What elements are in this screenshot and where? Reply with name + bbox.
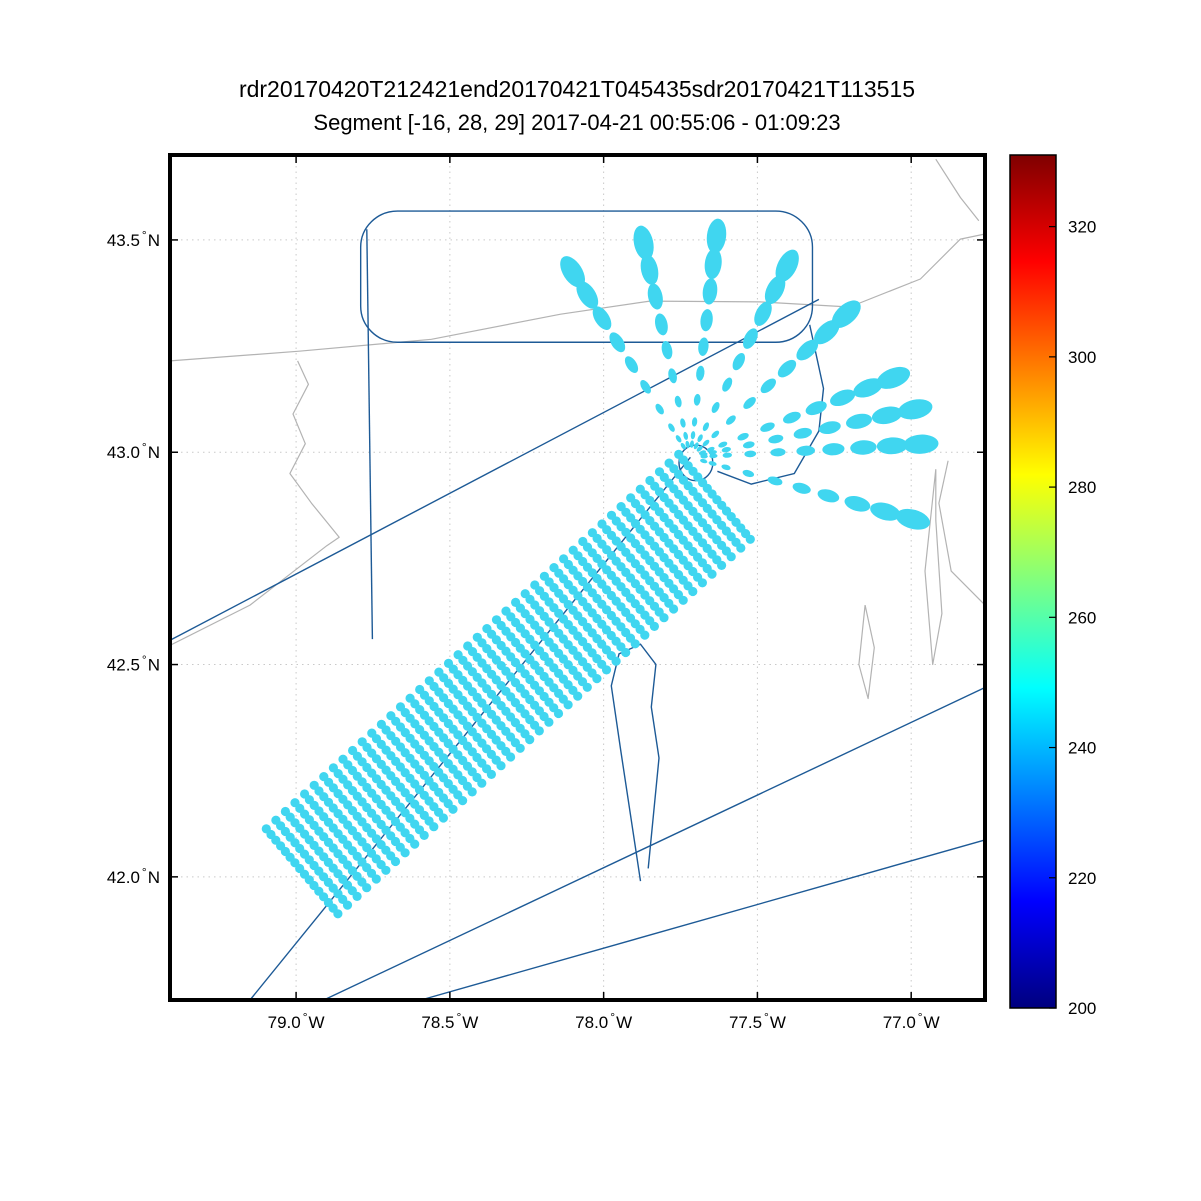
y-tick-label: 42.0 °N bbox=[107, 865, 160, 887]
x-tick-label: 78.0 °W bbox=[575, 1010, 632, 1032]
x-tick-label: 77.5 °W bbox=[729, 1010, 786, 1032]
colorbar-tick-label: 300 bbox=[1068, 348, 1096, 367]
colorbar-tick-label: 320 bbox=[1068, 218, 1096, 237]
y-tick-label: 43.0 °N bbox=[107, 440, 160, 462]
flight-track-segment bbox=[323, 686, 986, 1001]
plot-layers bbox=[169, 155, 986, 1001]
fan-scatter bbox=[560, 218, 939, 530]
colorbar-tick-label: 240 bbox=[1068, 739, 1096, 758]
y-tick-label: 43.5 °N bbox=[107, 228, 160, 250]
plot-subtitle: Segment [-16, 28, 29] 2017-04-21 00:55:0… bbox=[313, 110, 840, 135]
x-tick-label: 77.0 °W bbox=[883, 1010, 940, 1032]
axes-decoration: 79.0 °W 78.5 °W 78.0 °W 77.5 °W 77.0 °W 43.5 °N 43.0… bbox=[107, 154, 1096, 1032]
colorbar-tick-label: 200 bbox=[1068, 999, 1096, 1018]
coastline-path bbox=[938, 460, 986, 606]
scan-swath-scatter bbox=[261, 449, 755, 919]
colorbar-gradient bbox=[1009, 154, 1057, 1009]
colorbar-tick-label: 260 bbox=[1068, 608, 1096, 627]
coastline-path bbox=[935, 158, 980, 222]
x-tick-label: 79.0 °W bbox=[268, 1010, 325, 1032]
flight-track-segment bbox=[420, 839, 986, 1001]
coastline-path bbox=[924, 469, 943, 666]
x-tick-label: 78.5 °W bbox=[421, 1010, 478, 1032]
flight-track bbox=[169, 210, 986, 1001]
flight-track-segment bbox=[169, 298, 820, 641]
coastline-path bbox=[169, 360, 340, 646]
colorbar: 200 220 240 260 280 300 320 bbox=[1009, 154, 1096, 1018]
coastline-path bbox=[858, 604, 875, 700]
axis-tick-labels: 79.0 °W 78.5 °W 78.0 °W 77.5 °W 77.0 °W 43.5 °N 43.0… bbox=[107, 228, 940, 1032]
flight-track-segment bbox=[366, 229, 374, 640]
flight-track-racetrack bbox=[359, 210, 814, 343]
colorbar-tick-label: 280 bbox=[1068, 478, 1096, 497]
colorbar-tick-label: 220 bbox=[1068, 869, 1096, 888]
flight-track-segment bbox=[610, 643, 660, 882]
y-tick-label: 42.5 °N bbox=[107, 653, 160, 675]
axis-ticks bbox=[170, 155, 985, 1000]
plot-title: rdr20170420T212421end20170421T045435sdr2… bbox=[239, 76, 915, 102]
axes-frame bbox=[168, 153, 987, 1002]
